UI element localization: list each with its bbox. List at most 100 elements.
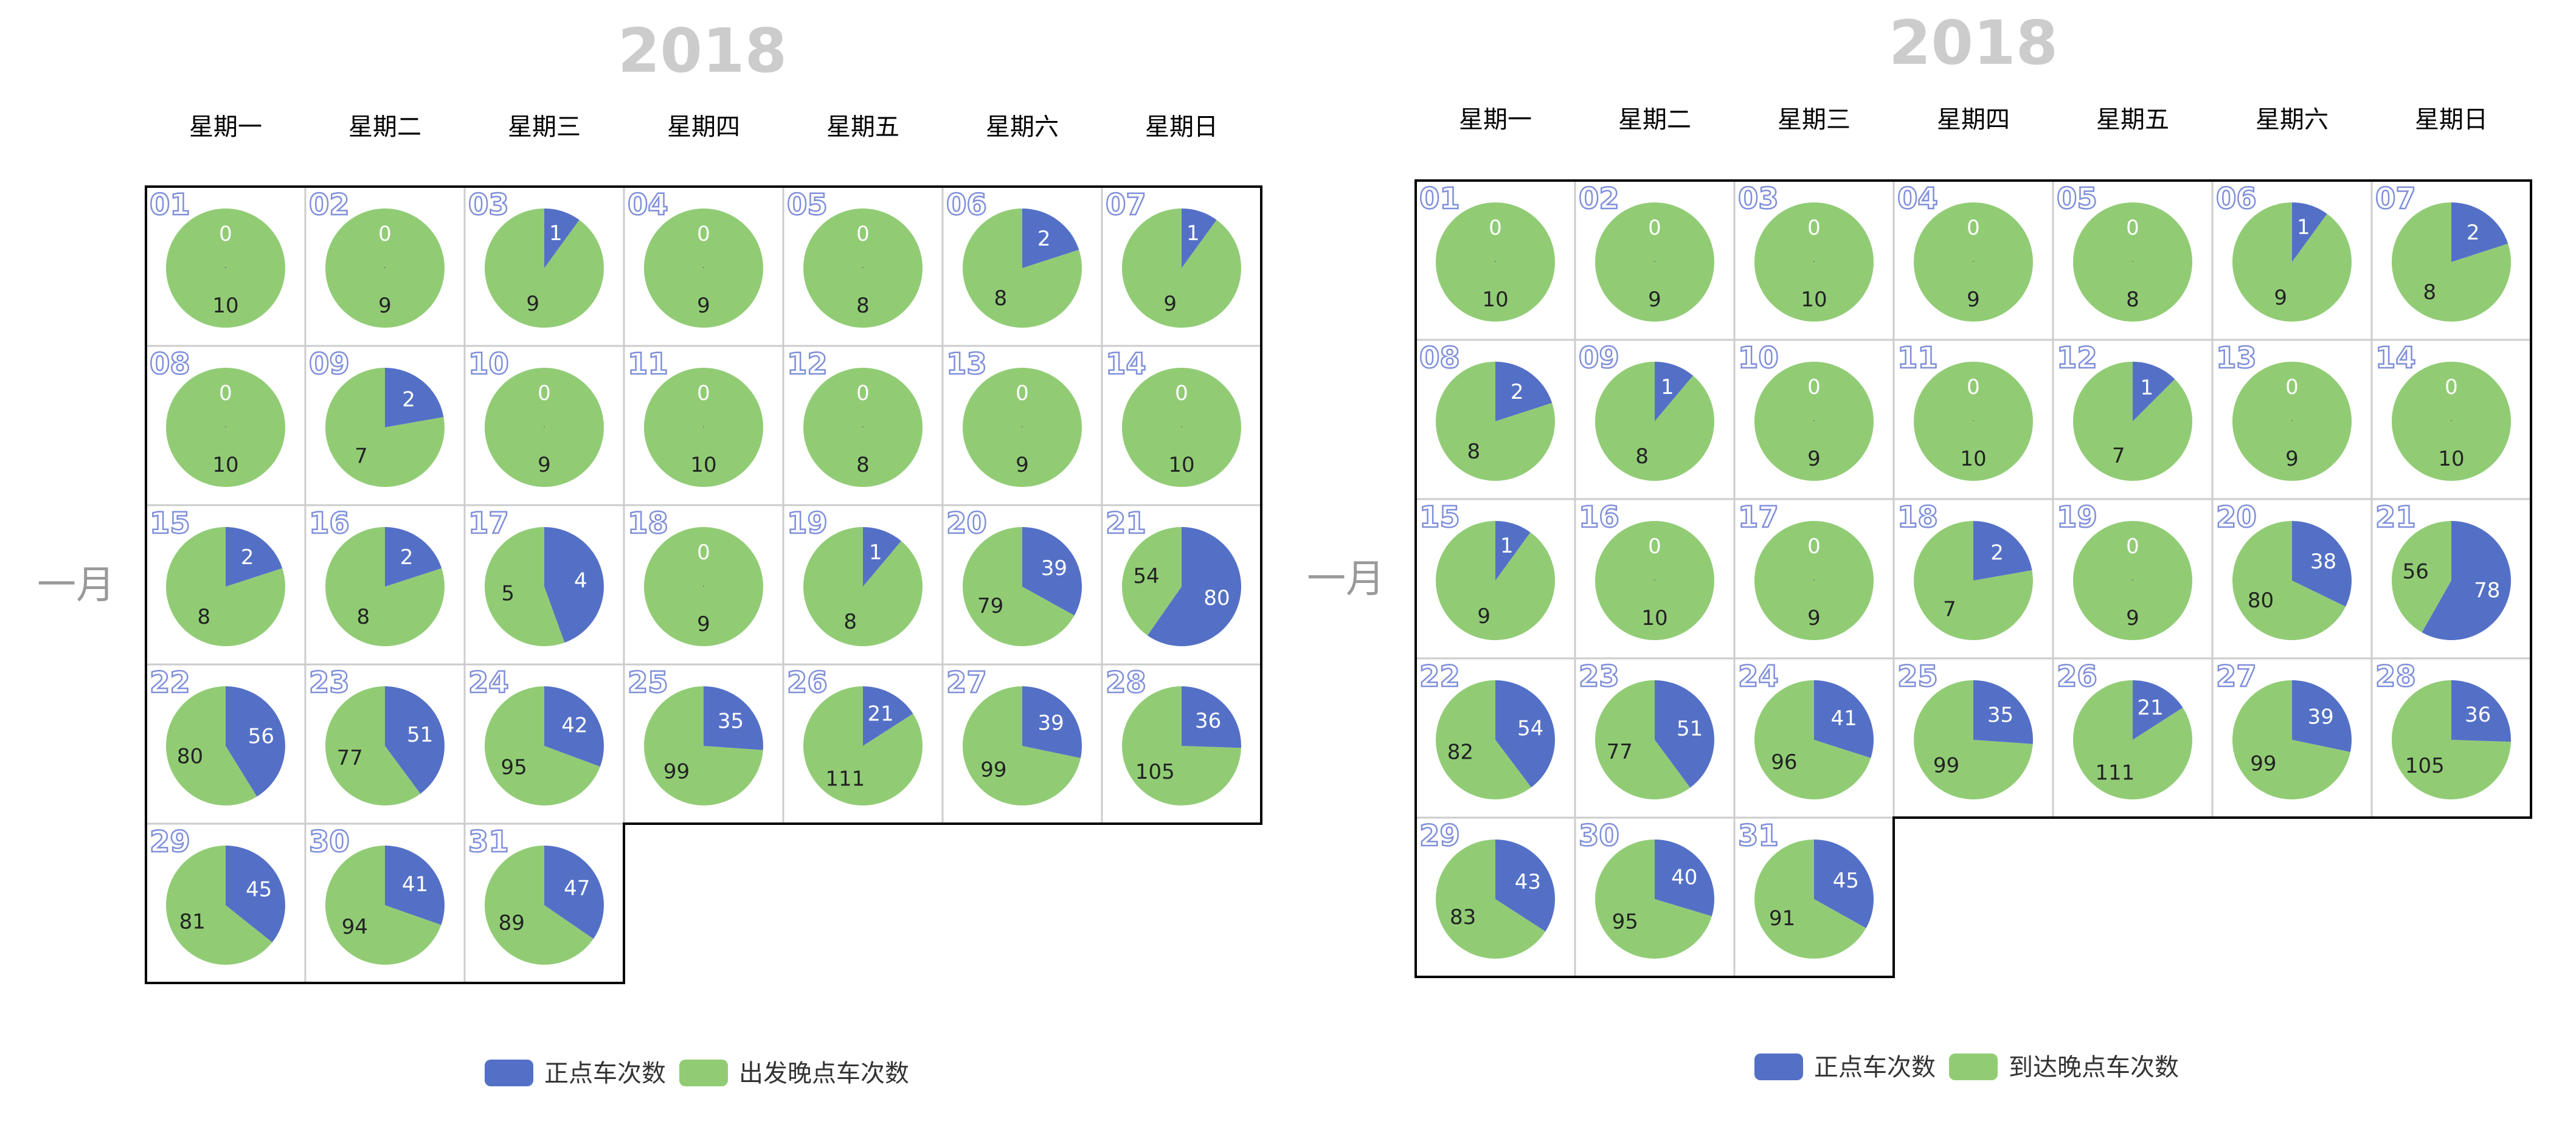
legend: 正点车次数 出发晚点车次数 (485, 1060, 909, 1088)
on-time-value-label: 1 (1186, 221, 1200, 246)
late-value-label: 56 (2403, 560, 2429, 584)
on-time-value-label: 0 (219, 222, 232, 246)
late-value-label: 9 (2285, 447, 2299, 471)
on-time-value-label: 4 (574, 568, 587, 593)
late-value-label: 105 (1135, 760, 1175, 784)
late-value-label: 10 (2438, 447, 2464, 471)
on-time-value-label: 54 (1517, 717, 1543, 741)
day-cell: 2 8 16 (304, 504, 466, 666)
pie-slice-on-time (1655, 680, 1714, 788)
on-time-value-label: 0 (1648, 216, 1661, 240)
late-value-label: 105 (2405, 754, 2445, 778)
weekday-label: 星期一 (189, 113, 262, 141)
pie-slice-late (963, 527, 1075, 646)
on-time-value-label: 0 (1967, 216, 1980, 240)
late-value-label: 99 (980, 757, 1006, 782)
weekday-label: 星期六 (986, 113, 1059, 141)
pie-slice-late (166, 368, 285, 487)
late-value-label: 8 (994, 286, 1007, 311)
year-label: 2018 (1889, 7, 2058, 78)
center-dot: · (1813, 416, 1815, 426)
day-cell: 47 89 31 (463, 822, 625, 984)
on-time-value-label: 45 (246, 878, 272, 902)
pie-slice-late (1595, 840, 1712, 959)
on-time-value-label: 21 (2137, 696, 2163, 720)
late-value-label: 10 (1801, 288, 1827, 312)
day-number: 21 (1106, 506, 1146, 540)
pie-slice-on-time (385, 527, 442, 587)
day-cell: 2 8 15 (145, 504, 306, 666)
on-time-value-label: 41 (402, 872, 428, 897)
late-value-label: 10 (212, 453, 238, 477)
pie-slice-late (325, 209, 445, 328)
late-value-label: 77 (1607, 740, 1633, 764)
pie-slice-on-time (226, 686, 286, 797)
late-value-label: 9 (1648, 288, 1661, 312)
on-time-value-label: 1 (2297, 215, 2310, 240)
center-dot: · (702, 263, 705, 273)
legend-swatch (1949, 1053, 1998, 1080)
center-dot: · (1813, 576, 1815, 585)
day-number: 23 (309, 666, 350, 700)
pie-slice-on-time (385, 846, 445, 925)
late-value-label: 8 (1467, 440, 1480, 464)
day-number: 18 (1897, 500, 1938, 534)
day-number: 15 (1419, 500, 1460, 534)
on-time-value-label: 2 (241, 545, 254, 570)
on-time-value-label: 0 (2126, 534, 2139, 559)
day-number: 01 (1419, 182, 1460, 216)
day-number: 03 (468, 188, 509, 222)
day-cell: 41 94 30 (304, 822, 466, 984)
late-value-label: 8 (2126, 288, 2139, 312)
legend-swatch (485, 1060, 533, 1086)
pie-slice-on-time (544, 527, 604, 643)
late-value-label: 10 (212, 294, 238, 318)
weekday-label: 星期二 (348, 113, 421, 141)
day-cell: 21 111 26 (2052, 657, 2214, 819)
pie-slice-on-time (863, 686, 913, 746)
pie-slice-late (963, 686, 1081, 805)
day-number: 29 (1419, 819, 1460, 853)
legend-swatch (679, 1060, 728, 1086)
on-time-value-label: 41 (1830, 706, 1857, 731)
pie-slice-late (803, 368, 923, 487)
pie-slice-late (485, 368, 604, 487)
day-number: 29 (150, 825, 190, 859)
late-value-label: 9 (1477, 604, 1491, 629)
weekday-label: 星期五 (826, 113, 899, 141)
day-cell: · 0 9 18 (623, 504, 784, 666)
on-time-value-label: 39 (2307, 705, 2333, 729)
center-dot: · (702, 582, 705, 591)
weekday-label: 星期六 (2256, 106, 2328, 134)
day-number: 11 (628, 347, 668, 381)
on-time-value-label: 0 (856, 222, 870, 246)
day-cell: · 0 9 04 (1892, 179, 2054, 341)
day-cell: · 0 10 14 (2370, 339, 2532, 500)
on-time-value-label: 47 (564, 877, 590, 901)
pie-slice-on-time (1814, 680, 1874, 758)
legend-label: 正点车次数 (1814, 1053, 1936, 1081)
day-cell: 2 7 09 (304, 345, 466, 506)
on-time-value-label: 0 (1648, 534, 1661, 559)
on-time-value-label: 0 (1489, 216, 1502, 240)
day-cell: 2 8 07 (2370, 179, 2532, 341)
day-number: 09 (309, 347, 350, 381)
pie-slice-late (2232, 362, 2352, 481)
day-cell: 51 77 23 (1574, 657, 1736, 819)
on-time-value-label: 1 (869, 540, 882, 565)
day-cell: · 0 9 13 (2211, 339, 2373, 500)
pie-slice-on-time (2133, 362, 2175, 421)
pie-slice-late (166, 686, 257, 805)
late-value-label: 9 (1016, 453, 1029, 477)
pie-slice-late (803, 209, 923, 328)
day-number: 13 (2216, 341, 2257, 375)
late-value-label: 9 (1807, 606, 1821, 630)
pie-slice-on-time (1022, 686, 1082, 758)
late-value-label: 79 (977, 594, 1003, 618)
day-number: 05 (2057, 182, 2097, 216)
